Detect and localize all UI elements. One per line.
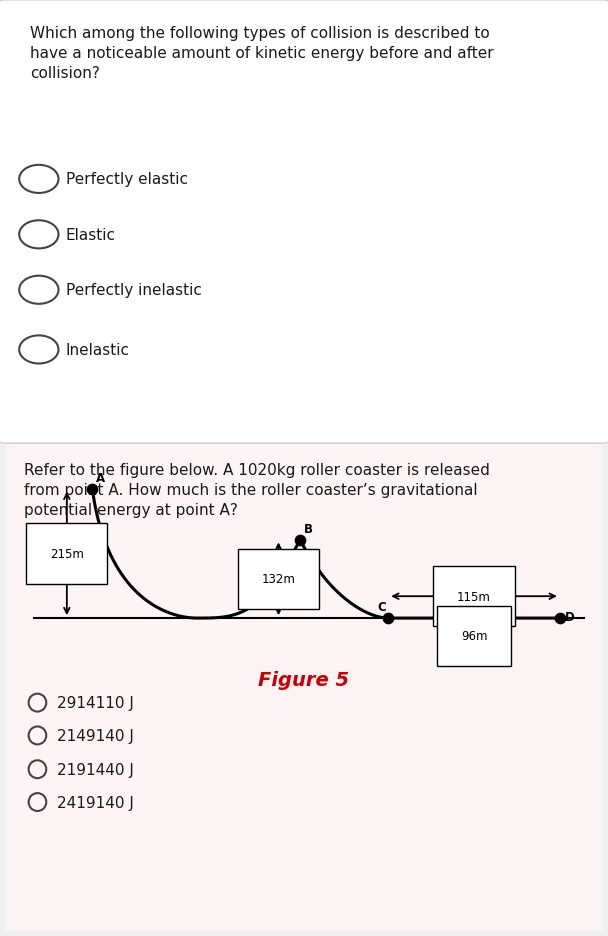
Text: 215m: 215m (50, 548, 84, 561)
Text: Perfectly inelastic: Perfectly inelastic (66, 283, 201, 298)
Text: 2419140 J: 2419140 J (57, 795, 134, 810)
Text: C: C (378, 601, 386, 613)
Circle shape (29, 694, 46, 711)
Text: A: A (96, 472, 105, 484)
Text: 2149140 J: 2149140 J (57, 728, 134, 743)
Text: D: D (565, 610, 575, 623)
Text: Elastic: Elastic (66, 227, 116, 242)
Text: 2191440 J: 2191440 J (57, 762, 134, 777)
Point (555, 611, 565, 626)
Text: Perfectly elastic: Perfectly elastic (66, 172, 188, 187)
Text: Refer to the figure below. A 1020kg roller coaster is released
from point A. How: Refer to the figure below. A 1020kg roll… (24, 462, 489, 517)
Text: 2914110 J: 2914110 J (57, 695, 134, 710)
Point (88, 482, 97, 497)
Circle shape (19, 276, 58, 304)
FancyBboxPatch shape (0, 1, 608, 444)
Circle shape (19, 166, 58, 194)
Text: 115m: 115m (457, 590, 491, 603)
Circle shape (19, 221, 58, 249)
Point (384, 611, 393, 626)
Text: Figure 5: Figure 5 (258, 670, 350, 689)
Point (295, 533, 305, 548)
Text: 96m: 96m (461, 630, 487, 643)
Circle shape (29, 760, 46, 779)
Text: Inelastic: Inelastic (66, 343, 130, 358)
Text: Which among the following types of collision is described to
have a noticeable a: Which among the following types of colli… (30, 26, 494, 80)
Text: 132m: 132m (261, 573, 295, 586)
Circle shape (29, 793, 46, 812)
Circle shape (29, 726, 46, 744)
Circle shape (19, 336, 58, 364)
FancyBboxPatch shape (3, 442, 605, 934)
Text: B: B (304, 522, 313, 535)
